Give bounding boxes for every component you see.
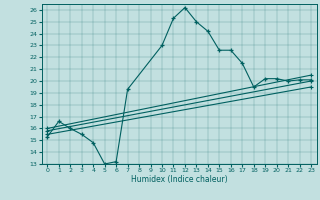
X-axis label: Humidex (Indice chaleur): Humidex (Indice chaleur)	[131, 175, 228, 184]
